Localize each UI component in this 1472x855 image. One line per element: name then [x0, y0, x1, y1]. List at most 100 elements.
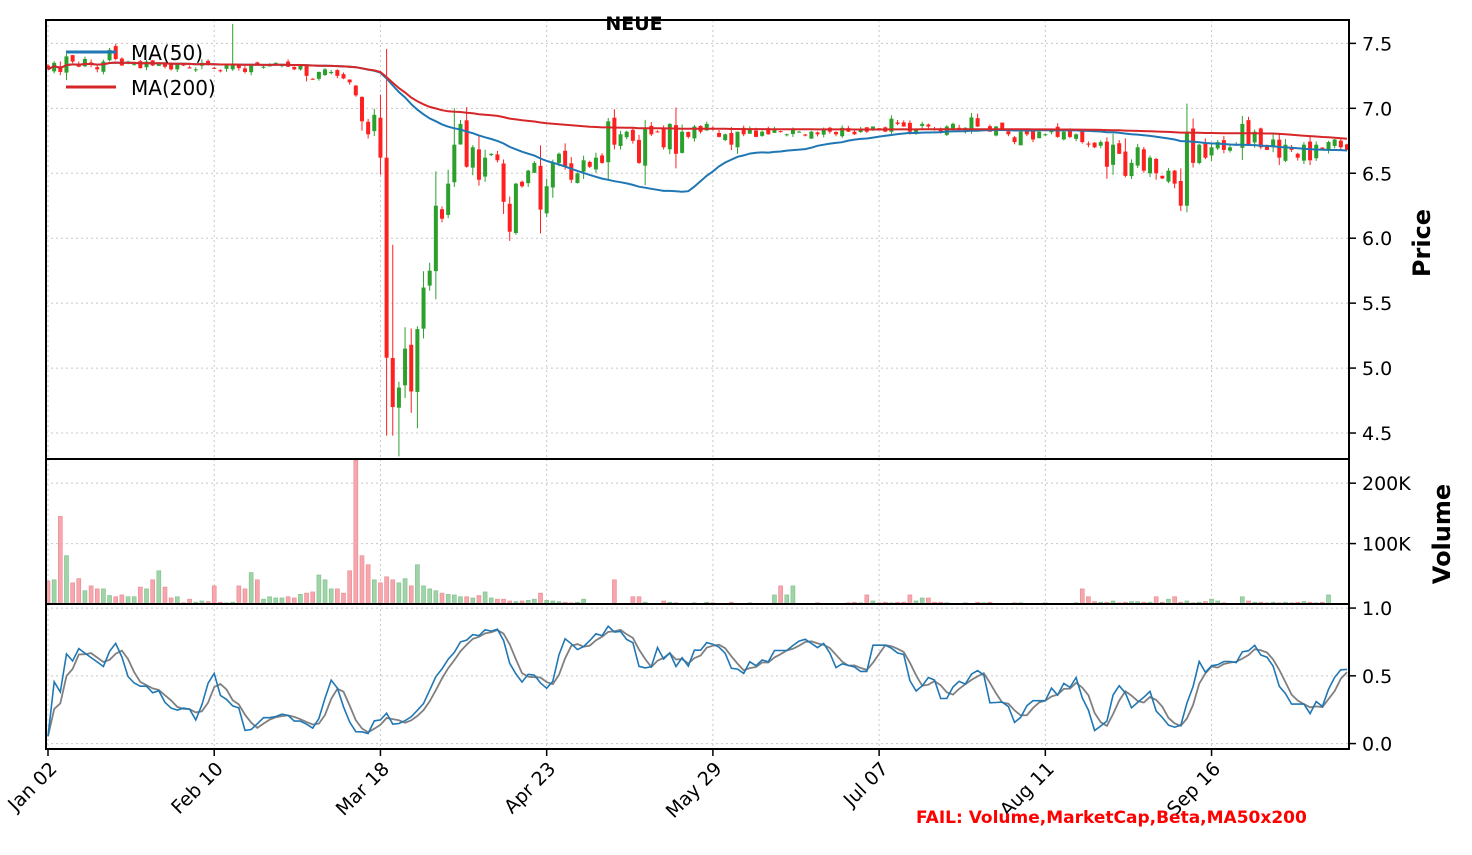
candle-body: [1074, 134, 1079, 139]
candle-body: [526, 170, 531, 184]
candle-body: [1332, 139, 1337, 146]
candle-body: [735, 131, 740, 148]
legend-ma200-label: MA(200): [131, 76, 216, 100]
candle-body: [335, 70, 340, 76]
candle-body: [1080, 130, 1085, 143]
volume-bar: [174, 596, 180, 605]
candle-body: [1135, 147, 1140, 166]
candle-body: [507, 203, 512, 232]
candle-body: [1184, 131, 1189, 206]
candle-body: [1055, 126, 1060, 137]
candle-body: [840, 127, 845, 137]
volume-bar: [612, 579, 617, 605]
y-tick-label: 7.5: [1362, 33, 1392, 55]
volume-bar: [150, 579, 155, 605]
candle-body: [1012, 137, 1017, 143]
candle-body: [458, 123, 463, 145]
candle-body: [778, 131, 783, 133]
candle-body: [600, 155, 605, 163]
x-tick-label: Apr 23: [500, 758, 560, 818]
y-tick-label: 6.0: [1362, 228, 1392, 250]
price-panel-frame: [45, 19, 1350, 460]
volume-bar: [415, 564, 420, 605]
volume-bar: [1240, 596, 1245, 605]
volume-bar: [94, 588, 100, 605]
candle-body: [532, 162, 537, 173]
candle-body: [169, 63, 174, 70]
candle-body: [760, 131, 765, 136]
legend-ma50-label: MA(50): [131, 41, 203, 65]
volume-bar: [464, 596, 469, 605]
volume-bar: [538, 592, 543, 605]
candle-body: [267, 65, 272, 67]
candle-body: [470, 147, 475, 168]
candle-body: [606, 121, 611, 163]
candle-body: [1308, 141, 1313, 161]
candle-body: [1006, 131, 1011, 135]
volume-bar: [101, 588, 106, 605]
candle-body: [803, 134, 808, 136]
y-tick-label: 6.5: [1362, 163, 1392, 185]
candle-body: [212, 67, 217, 69]
candle-body: [1098, 142, 1103, 146]
candle-body: [1301, 144, 1306, 161]
candle-body: [144, 61, 149, 68]
candle-body: [920, 123, 925, 126]
candle-body: [1228, 147, 1233, 151]
candle-body: [292, 66, 297, 70]
candle-body: [1147, 157, 1152, 174]
volume-bar: [304, 592, 309, 605]
candle-body: [236, 64, 241, 69]
volume-bar: [630, 596, 636, 605]
candle-body: [329, 71, 334, 74]
volume-bar: [242, 588, 248, 605]
volume-bar: [378, 582, 383, 605]
volume-bar: [347, 570, 352, 605]
candle-body: [686, 131, 691, 137]
candle-body: [950, 123, 955, 130]
candle-body: [1240, 123, 1245, 148]
x-tick-label: Jan 02: [3, 758, 61, 816]
volume-bar: [476, 595, 482, 605]
volume-bar: [316, 574, 322, 605]
candle-body: [538, 165, 543, 210]
candle-body: [1043, 134, 1048, 136]
volume-bar: [248, 572, 254, 605]
candle-body: [359, 96, 364, 122]
volume-bar: [211, 585, 217, 605]
volume-bar: [70, 582, 75, 605]
candle-body: [138, 61, 143, 69]
candle-body: [1172, 170, 1177, 184]
candle-body: [273, 62, 278, 64]
volume-bar: [107, 595, 112, 605]
candle-body: [797, 131, 802, 133]
candle-body: [82, 58, 87, 67]
y-tick-label: 200K: [1362, 473, 1411, 495]
candle-body: [969, 117, 974, 130]
candle-body: [446, 183, 451, 215]
candle-body: [1314, 144, 1319, 159]
volume-bar: [452, 594, 457, 605]
candle-body: [673, 125, 678, 154]
candle-body: [692, 126, 697, 139]
candle-body: [1264, 144, 1269, 150]
candle-body: [1129, 162, 1134, 177]
candle-body: [520, 181, 525, 187]
volume-bar: [353, 459, 359, 605]
candle-body: [95, 67, 100, 70]
candle-body: [790, 129, 795, 135]
y-tick-label: 0.5: [1362, 666, 1392, 688]
candle-body: [901, 122, 906, 127]
candle-body: [107, 49, 112, 61]
candle-body: [396, 387, 401, 408]
candle-body: [476, 149, 481, 180]
candle-body: [630, 129, 635, 141]
volume-bar: [439, 592, 445, 605]
candle-body: [1271, 139, 1276, 148]
candle-body: [1049, 130, 1054, 133]
candle-body: [593, 157, 598, 170]
candle-body: [353, 85, 358, 96]
price-axis-label: Price: [1408, 209, 1436, 277]
price-panel: 4.5 5.0 5.5 6.0 6.5 7.0 7.5 Price MA(50) MA(20…: [45, 19, 1436, 460]
